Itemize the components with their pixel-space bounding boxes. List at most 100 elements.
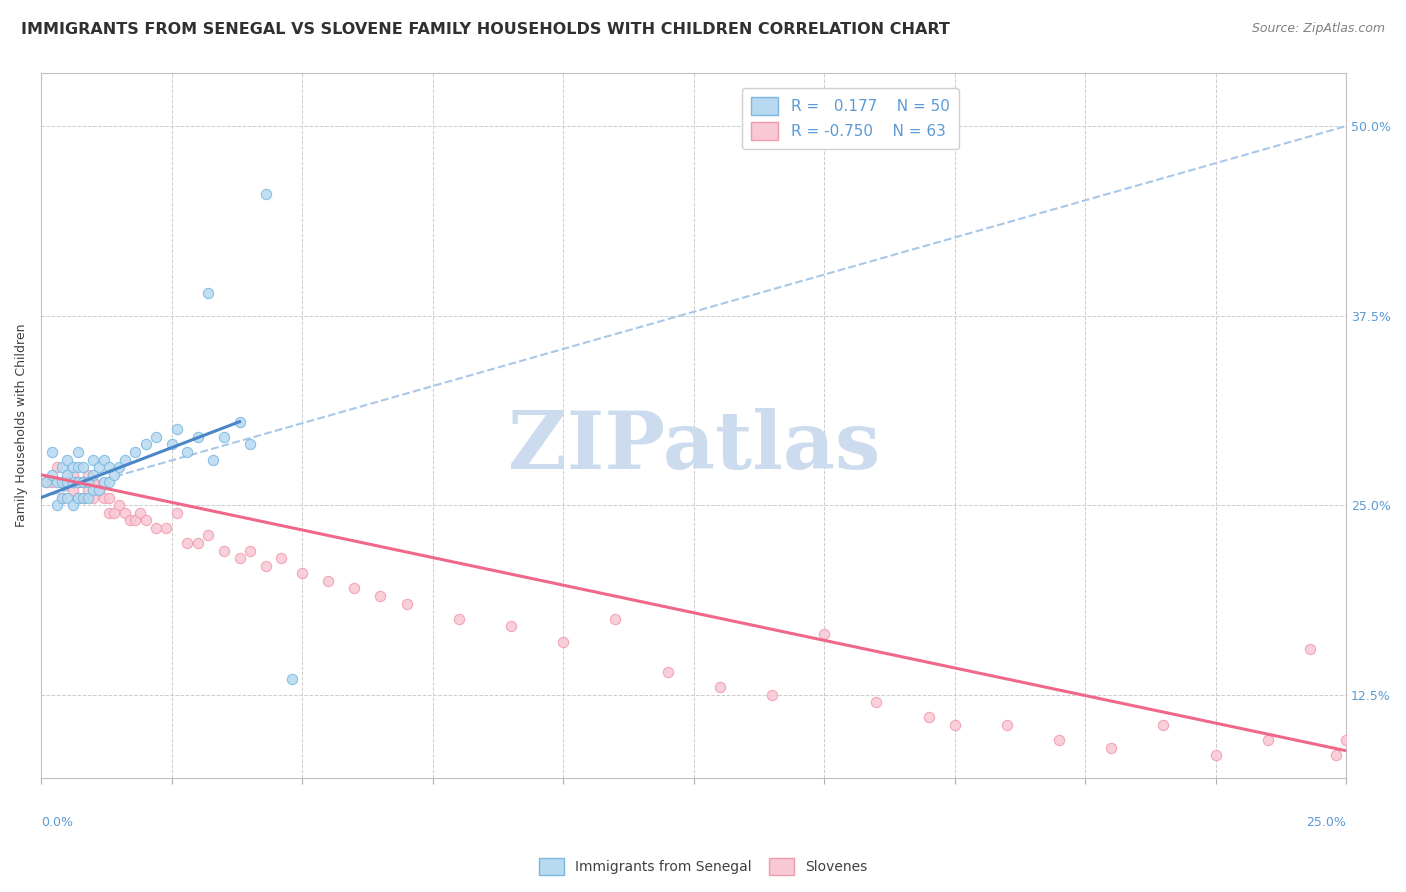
Point	[553, 634, 575, 648]
Point	[176, 536, 198, 550]
Point	[77, 491, 100, 505]
Point	[228, 415, 250, 429]
Point	[212, 543, 235, 558]
Point	[82, 475, 104, 490]
Point	[316, 574, 339, 588]
Point	[62, 460, 84, 475]
Point	[166, 422, 188, 436]
Text: 0.0%: 0.0%	[41, 816, 73, 829]
Point	[176, 445, 198, 459]
Point	[77, 467, 100, 482]
Point	[145, 521, 167, 535]
Legend: Immigrants from Senegal, Slovenes: Immigrants from Senegal, Slovenes	[533, 853, 873, 880]
Point	[62, 498, 84, 512]
Point	[813, 627, 835, 641]
Point	[187, 536, 209, 550]
Point	[41, 445, 63, 459]
Point	[187, 430, 209, 444]
Point	[239, 543, 262, 558]
Point	[114, 506, 136, 520]
Point	[155, 521, 177, 535]
Point	[865, 695, 887, 709]
Point	[291, 566, 314, 581]
Point	[1334, 733, 1357, 747]
Text: ZIPatlas: ZIPatlas	[508, 408, 880, 485]
Point	[657, 665, 679, 679]
Point	[82, 467, 104, 482]
Point	[197, 285, 219, 300]
Point	[87, 460, 110, 475]
Point	[118, 513, 141, 527]
Point	[45, 460, 67, 475]
Point	[129, 506, 152, 520]
Point	[56, 467, 79, 482]
Point	[72, 475, 94, 490]
Point	[45, 498, 67, 512]
Point	[35, 475, 58, 490]
Point	[124, 445, 146, 459]
Text: Source: ZipAtlas.com: Source: ZipAtlas.com	[1251, 22, 1385, 36]
Point	[103, 506, 125, 520]
Point	[66, 445, 89, 459]
Point	[135, 437, 157, 451]
Point	[995, 718, 1018, 732]
Point	[395, 597, 418, 611]
Point	[72, 491, 94, 505]
Point	[98, 491, 121, 505]
Point	[41, 467, 63, 482]
Point	[254, 558, 277, 573]
Point	[82, 491, 104, 505]
Point	[82, 483, 104, 497]
Point	[98, 506, 121, 520]
Point	[62, 483, 84, 497]
Point	[212, 430, 235, 444]
Point	[605, 612, 627, 626]
Point	[1047, 733, 1070, 747]
Point	[197, 528, 219, 542]
Text: IMMIGRANTS FROM SENEGAL VS SLOVENE FAMILY HOUSEHOLDS WITH CHILDREN CORRELATION C: IMMIGRANTS FROM SENEGAL VS SLOVENE FAMIL…	[21, 22, 950, 37]
Point	[77, 475, 100, 490]
Point	[66, 475, 89, 490]
Point	[87, 483, 110, 497]
Point	[56, 452, 79, 467]
Point	[1257, 733, 1279, 747]
Point	[1324, 748, 1347, 763]
Point	[51, 475, 73, 490]
Point	[93, 452, 115, 467]
Point	[1099, 740, 1122, 755]
Point	[77, 483, 100, 497]
Point	[51, 475, 73, 490]
Point	[66, 460, 89, 475]
Point	[51, 491, 73, 505]
Point	[1205, 748, 1227, 763]
Point	[35, 475, 58, 490]
Point	[98, 460, 121, 475]
Point	[72, 475, 94, 490]
Point	[114, 452, 136, 467]
Point	[228, 551, 250, 566]
Point	[447, 612, 470, 626]
Point	[56, 475, 79, 490]
Point	[1298, 642, 1320, 657]
Point	[93, 491, 115, 505]
Point	[72, 460, 94, 475]
Point	[98, 475, 121, 490]
Point	[103, 467, 125, 482]
Point	[943, 718, 966, 732]
Point	[87, 483, 110, 497]
Point	[135, 513, 157, 527]
Point	[62, 467, 84, 482]
Point	[66, 491, 89, 505]
Point	[82, 452, 104, 467]
Point	[41, 475, 63, 490]
Point	[62, 475, 84, 490]
Point	[343, 582, 366, 596]
Point	[370, 589, 392, 603]
Point	[56, 475, 79, 490]
Point	[239, 437, 262, 451]
Point	[761, 688, 783, 702]
Point	[202, 452, 225, 467]
Legend: R =   0.177    N = 50, R = -0.750    N = 63: R = 0.177 N = 50, R = -0.750 N = 63	[742, 87, 959, 149]
Point	[917, 710, 939, 724]
Point	[45, 475, 67, 490]
